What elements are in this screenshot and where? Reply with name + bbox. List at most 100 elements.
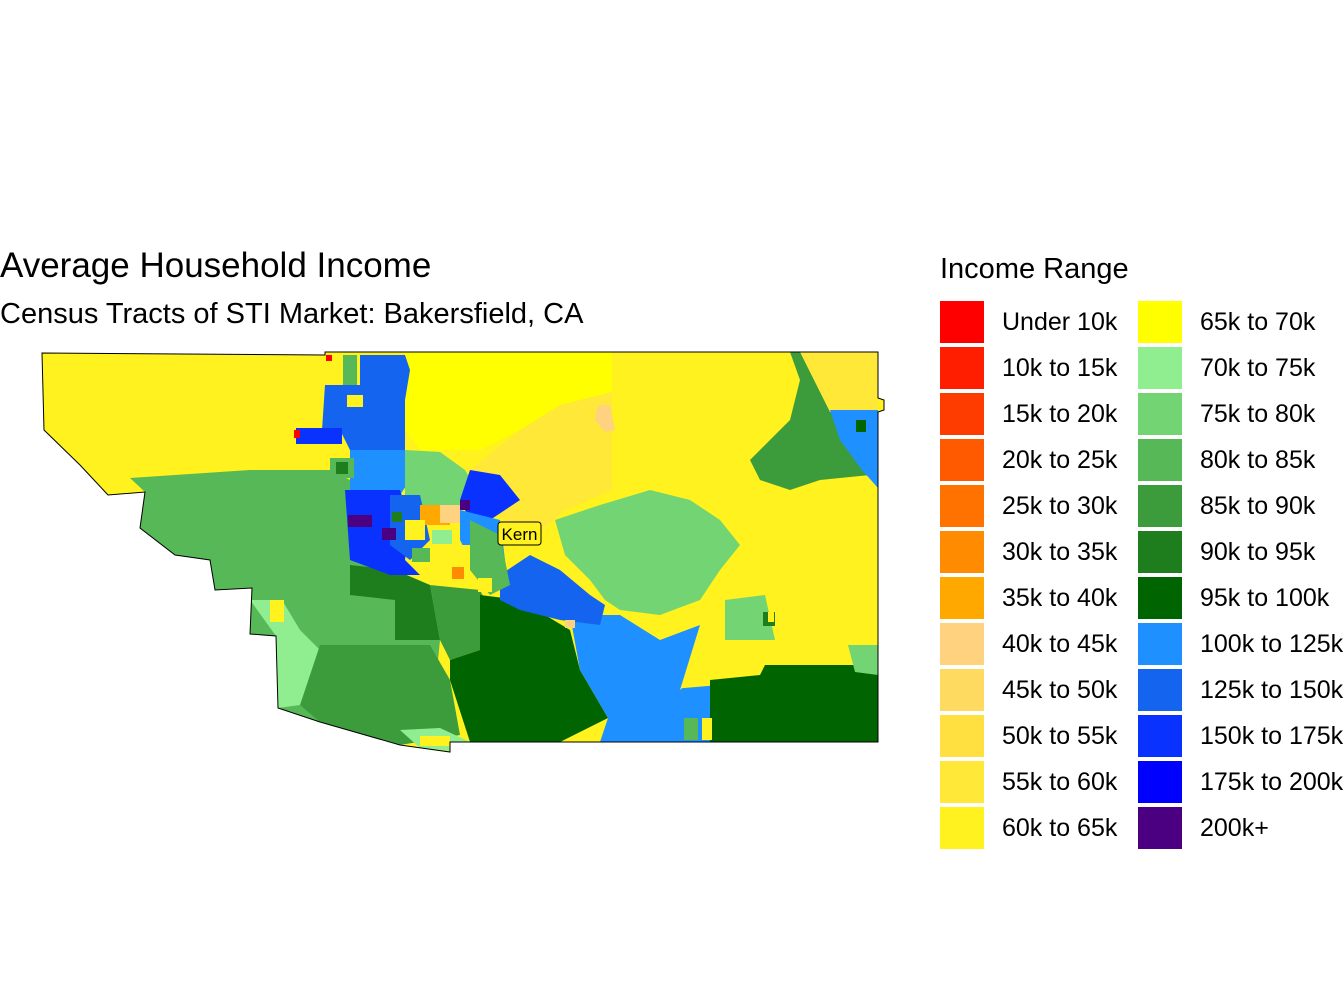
legend-item: 200k+ bbox=[1138, 806, 1336, 852]
tract bbox=[565, 620, 575, 628]
legend-label: 65k to 70k bbox=[1200, 308, 1316, 336]
tract bbox=[343, 355, 357, 385]
legend-item: Under 10k bbox=[940, 300, 1138, 346]
legend-swatch bbox=[940, 531, 984, 573]
tract bbox=[800, 352, 878, 412]
legend-swatch bbox=[940, 393, 984, 435]
map-title: Average Household Income bbox=[0, 246, 432, 285]
tract bbox=[405, 450, 480, 510]
legend-item: 55k to 60k bbox=[940, 760, 1138, 806]
legend-item: 45k to 50k bbox=[940, 668, 1138, 714]
tract bbox=[392, 512, 402, 522]
tract bbox=[856, 420, 866, 432]
legend-label: 30k to 35k bbox=[1002, 538, 1118, 566]
legend-label: 50k to 55k bbox=[1002, 722, 1118, 750]
legend-swatch bbox=[940, 807, 984, 849]
legend-label: 15k to 20k bbox=[1002, 400, 1118, 428]
tract bbox=[350, 450, 410, 495]
legend-label: 90k to 95k bbox=[1200, 538, 1316, 566]
tract bbox=[347, 395, 363, 407]
legend-item: 80k to 85k bbox=[1138, 438, 1336, 484]
legend-item: 95k to 100k bbox=[1138, 576, 1336, 622]
legend-label: 25k to 30k bbox=[1002, 492, 1118, 520]
legend-item: 20k to 25k bbox=[940, 438, 1138, 484]
legend-swatch bbox=[940, 715, 984, 757]
legend-label: 45k to 50k bbox=[1002, 676, 1118, 704]
tract bbox=[478, 578, 492, 592]
tract bbox=[432, 530, 452, 544]
county-label-text: Kern bbox=[502, 525, 538, 544]
legend-item: 25k to 30k bbox=[940, 484, 1138, 530]
tract bbox=[452, 567, 464, 579]
legend-item: 175k to 200k bbox=[1138, 760, 1343, 806]
legend-label: 55k to 60k bbox=[1002, 768, 1118, 796]
legend-swatch bbox=[1138, 577, 1182, 619]
legend-item: 150k to 175k bbox=[1138, 714, 1343, 760]
tract bbox=[440, 505, 460, 523]
tract bbox=[702, 718, 712, 740]
tract bbox=[500, 555, 605, 625]
legend-label: 70k to 75k bbox=[1200, 354, 1316, 382]
legend-item: 70k to 75k bbox=[1138, 346, 1336, 392]
legend-item: 40k to 45k bbox=[940, 622, 1138, 668]
legend-label: 125k to 150k bbox=[1200, 676, 1344, 704]
legend-item: 65k to 70k bbox=[1138, 300, 1336, 346]
tract bbox=[420, 736, 450, 746]
legend-label: 60k to 65k bbox=[1002, 814, 1118, 842]
tract bbox=[405, 520, 425, 540]
legend-swatch bbox=[940, 485, 984, 527]
legend-item: 100k to 125k bbox=[1138, 622, 1343, 668]
legend-swatch bbox=[1138, 393, 1182, 435]
tract bbox=[336, 462, 348, 474]
tract bbox=[326, 355, 332, 361]
tract bbox=[296, 428, 342, 444]
legend-swatch bbox=[940, 623, 984, 665]
legend-swatch bbox=[940, 669, 984, 711]
legend-item: 85k to 90k bbox=[1138, 484, 1336, 530]
legend-label: 10k to 15k bbox=[1002, 354, 1118, 382]
legend-title: Income Range bbox=[940, 253, 1129, 285]
tract bbox=[555, 490, 740, 615]
legend-label: 75k to 80k bbox=[1200, 400, 1316, 428]
legend-label: 85k to 90k bbox=[1200, 492, 1316, 520]
legend-label: 40k to 45k bbox=[1002, 630, 1118, 658]
tract bbox=[412, 548, 430, 562]
tract bbox=[450, 595, 608, 742]
tract bbox=[42, 352, 330, 495]
tract bbox=[250, 600, 320, 708]
legend-label: 100k to 125k bbox=[1200, 630, 1344, 658]
tract bbox=[684, 718, 698, 740]
legend-swatch bbox=[940, 439, 984, 481]
legend-item: 75k to 80k bbox=[1138, 392, 1336, 438]
legend-label: 20k to 25k bbox=[1002, 446, 1118, 474]
county-boundary bbox=[41, 351, 885, 753]
legend-swatch bbox=[1138, 439, 1182, 481]
legend-label: 200k+ bbox=[1200, 814, 1269, 842]
census-tracts bbox=[42, 352, 884, 752]
tract bbox=[430, 585, 490, 660]
tract bbox=[348, 515, 372, 527]
legend-item: 50k to 55k bbox=[940, 714, 1138, 760]
legend-swatch bbox=[940, 301, 984, 343]
legend-item: 90k to 95k bbox=[1138, 530, 1336, 576]
county-label-kern: Kern bbox=[497, 521, 542, 546]
legend-swatch bbox=[1138, 347, 1182, 389]
legend: Under 10k 10k to 15k 15k to 20k 20k to 25k 2… bbox=[940, 300, 1344, 852]
legend-swatch bbox=[1138, 301, 1182, 343]
legend-swatch bbox=[1138, 715, 1182, 757]
map-subtitle: Census Tracts of STI Market: Bakersfield… bbox=[0, 298, 584, 330]
tract bbox=[382, 528, 396, 540]
tract bbox=[725, 595, 775, 640]
tract bbox=[300, 645, 460, 745]
tract bbox=[294, 430, 300, 438]
tract bbox=[848, 645, 878, 675]
tract bbox=[768, 612, 774, 622]
legend-swatch bbox=[940, 347, 984, 389]
tract bbox=[710, 665, 878, 742]
tract bbox=[460, 500, 470, 510]
legend-label: 150k to 175k bbox=[1200, 722, 1344, 750]
tract bbox=[570, 615, 720, 742]
legend-label: 80k to 85k bbox=[1200, 446, 1316, 474]
legend-label: 175k to 200k bbox=[1200, 768, 1344, 796]
